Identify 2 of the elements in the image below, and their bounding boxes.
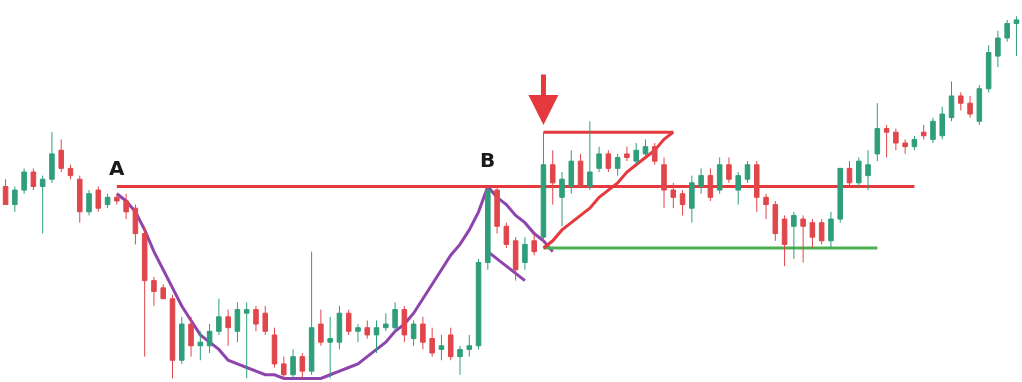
annotation: A [109,156,125,180]
annotation: B [480,148,496,172]
